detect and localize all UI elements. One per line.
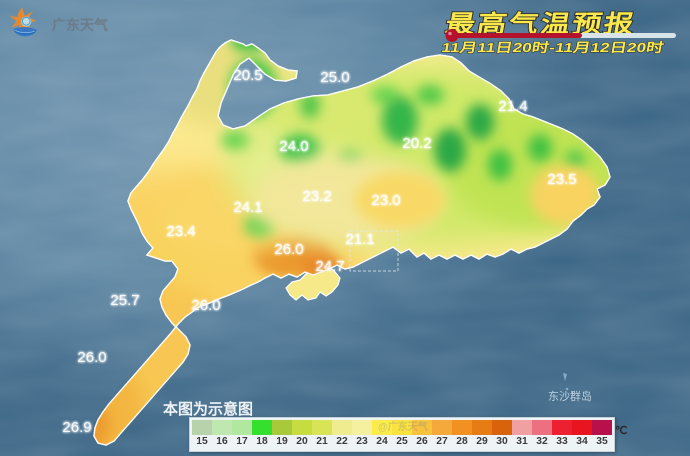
svg-text:23.2: 23.2	[302, 188, 331, 205]
svg-text:23.4: 23.4	[166, 223, 195, 240]
svg-text:24.7: 24.7	[315, 258, 344, 275]
svg-text:24.0: 24.0	[279, 138, 308, 155]
svg-text:26.0: 26.0	[77, 349, 106, 366]
svg-text:24.1: 24.1	[233, 199, 262, 216]
svg-text:23.5: 23.5	[547, 171, 576, 188]
svg-text:25.0: 25.0	[320, 69, 349, 86]
svg-text:21.4: 21.4	[498, 98, 527, 115]
svg-text:广东天气: 广东天气	[52, 17, 108, 33]
svg-text:26.0: 26.0	[274, 241, 303, 258]
svg-text:20.5: 20.5	[233, 67, 262, 84]
svg-text:东沙群岛: 东沙群岛	[548, 389, 592, 403]
svg-text:25.7: 25.7	[110, 292, 139, 309]
svg-text:26.9: 26.9	[62, 419, 91, 436]
svg-text:23.0: 23.0	[371, 192, 400, 209]
svg-text:20.2: 20.2	[402, 135, 431, 152]
svg-text:11月11日20时-11月12日20时: 11月11日20时-11月12日20时	[440, 39, 665, 55]
svg-text:26.0: 26.0	[191, 297, 220, 314]
